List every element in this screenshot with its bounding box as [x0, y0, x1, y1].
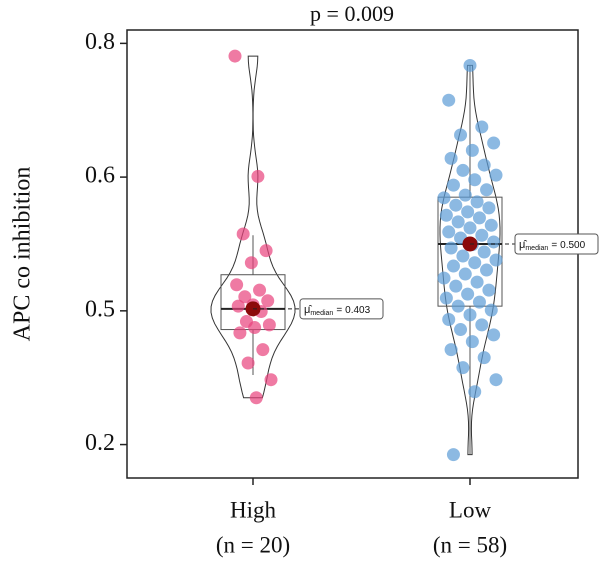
point: [482, 283, 496, 297]
point: [487, 235, 501, 249]
point: [444, 343, 458, 357]
point: [463, 308, 477, 322]
point: [442, 225, 456, 239]
median-label-box: [299, 298, 384, 320]
point: [482, 201, 496, 215]
point: [249, 391, 263, 405]
point: [463, 58, 477, 72]
point: [264, 373, 278, 387]
violin: [210, 55, 296, 399]
point: [228, 49, 242, 63]
point: [472, 211, 486, 225]
point: [475, 228, 489, 242]
point: [470, 195, 484, 209]
chart-title: p = 0.009: [310, 1, 394, 26]
point: [241, 356, 255, 370]
point: [451, 299, 465, 313]
point: [477, 158, 491, 172]
point: [446, 448, 460, 462]
point: [477, 245, 491, 259]
x-count-label: (n = 58): [433, 532, 507, 557]
point: [461, 287, 475, 301]
point: [458, 188, 472, 202]
y-tick-label: 0.2: [85, 430, 115, 456]
x-tick-label: Low: [449, 497, 492, 522]
stat-subscript: median: [310, 310, 333, 317]
y-tick-label: 0.8: [85, 29, 115, 55]
point: [451, 215, 465, 229]
point: [477, 351, 491, 365]
x-tick-label: High: [230, 497, 277, 522]
x-count-label: (n = 20): [216, 532, 290, 557]
y-tick-label: 0.6: [85, 163, 115, 189]
point: [468, 385, 482, 399]
median-label-box: [514, 233, 599, 255]
point: [236, 227, 250, 241]
point: [458, 267, 472, 281]
point: [444, 241, 458, 255]
point: [484, 303, 498, 317]
median-label: μ̂median = 0.403: [304, 304, 371, 317]
point: [238, 290, 252, 304]
point: [484, 218, 498, 232]
point: [437, 191, 451, 205]
point: [256, 343, 270, 357]
median-value: 0.500: [560, 240, 585, 251]
median-label: μ̂median = 0.500: [519, 239, 586, 252]
stat-subscript: median: [525, 245, 548, 252]
point: [475, 120, 489, 134]
point: [472, 295, 486, 309]
point: [439, 291, 453, 305]
point: [461, 205, 475, 219]
point: [231, 299, 245, 313]
point: [468, 173, 482, 187]
point: [262, 318, 276, 332]
point: [248, 321, 262, 335]
stat-sep: =: [551, 240, 557, 251]
point: [456, 361, 470, 375]
point: [230, 278, 244, 292]
point: [259, 244, 273, 258]
point: [442, 93, 456, 107]
point: [480, 183, 494, 197]
point: [233, 326, 247, 340]
median-value: 0.403: [345, 304, 370, 315]
point: [244, 256, 258, 270]
point: [463, 221, 477, 235]
point: [454, 128, 468, 142]
point: [449, 279, 463, 293]
point: [449, 198, 463, 212]
point: [444, 151, 458, 165]
point: [470, 275, 484, 289]
stat-symbol: μ̂: [519, 239, 527, 251]
point: [475, 318, 489, 332]
point: [454, 323, 468, 337]
point: [439, 208, 453, 222]
point: [480, 263, 494, 277]
point: [487, 136, 501, 150]
y-axis-label: APC co inhibition: [10, 167, 36, 342]
point: [489, 253, 503, 267]
y-tick-label: 0.5: [85, 296, 115, 322]
point: [446, 259, 460, 273]
point: [489, 168, 503, 182]
point: [456, 249, 470, 263]
point: [251, 169, 265, 183]
stat-sep: =: [336, 304, 342, 315]
point: [456, 163, 470, 177]
point: [465, 335, 479, 349]
point: [442, 313, 456, 327]
stat-symbol: μ̂: [304, 304, 312, 316]
point: [446, 178, 460, 192]
point: [487, 328, 501, 342]
point: [465, 143, 479, 157]
point: [437, 271, 451, 285]
point: [253, 283, 267, 297]
point: [468, 256, 482, 270]
plot-frame: [126, 29, 579, 479]
point: [261, 294, 275, 308]
point: [489, 373, 503, 387]
